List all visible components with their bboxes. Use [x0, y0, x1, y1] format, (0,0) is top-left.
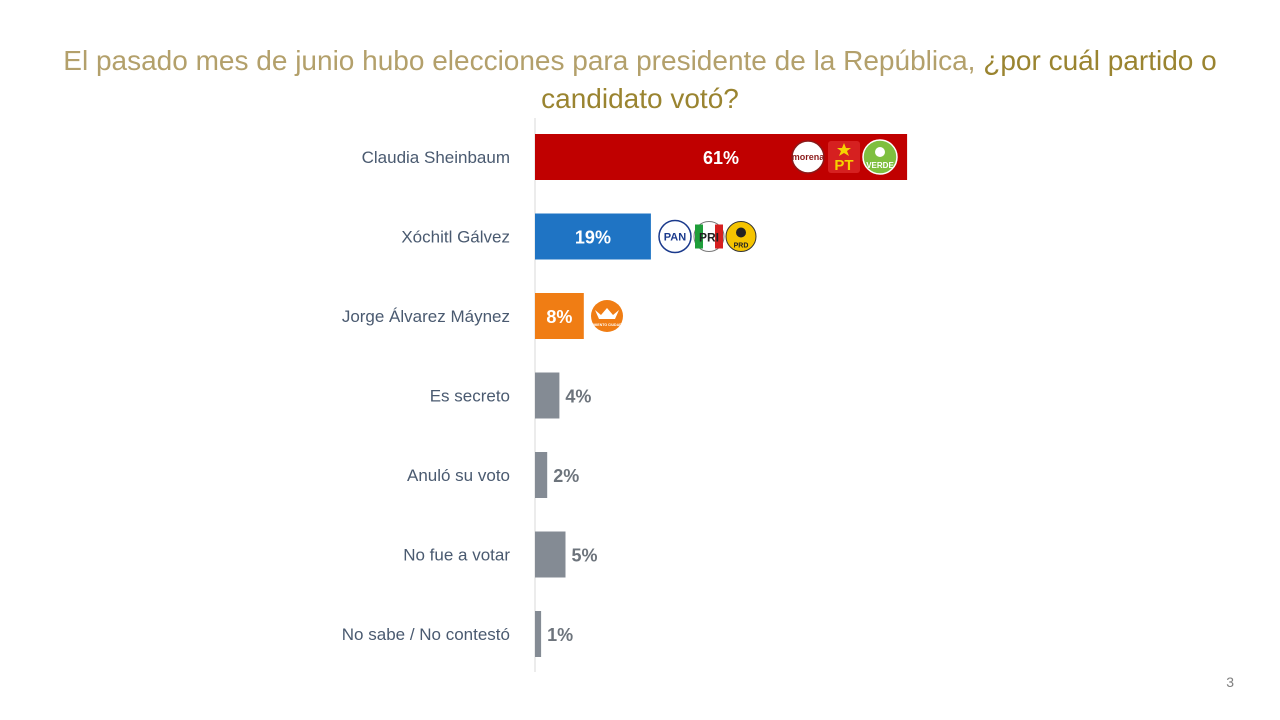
bar: [535, 531, 566, 578]
logo-stripe: [715, 224, 723, 249]
sun-icon: [736, 227, 746, 238]
category-label: No sabe / No contestó: [342, 625, 510, 644]
title-lead: El pasado mes de junio hubo elecciones p…: [63, 45, 984, 76]
logo-circle: [791, 140, 825, 174]
chart-title: El pasado mes de junio hubo elecciones p…: [60, 42, 1220, 118]
data-label: 4%: [565, 387, 591, 407]
movimiento-ciudadano-logo: MOVIMIENTO CIUDADANO: [585, 300, 630, 332]
logo-text: VERDE: [866, 161, 894, 170]
logo-text: PRD: [734, 243, 749, 250]
data-label: 2%: [553, 466, 579, 486]
category-label: Anuló su voto: [407, 466, 510, 485]
logo-text: PT: [834, 157, 853, 174]
category-label: No fue a votar: [403, 546, 510, 565]
category-label: Xóchitl Gálvez: [401, 228, 510, 247]
prd-logo: PRD: [725, 221, 757, 252]
data-label: 61%: [703, 148, 739, 168]
logo-text: PAN: [664, 231, 686, 243]
bar: [535, 293, 584, 339]
logo-text: morena: [792, 152, 826, 162]
star-icon: [837, 143, 851, 156]
verde-logo: VERDE: [862, 139, 898, 175]
logo-circle: [658, 219, 692, 254]
data-label: 19%: [575, 228, 611, 248]
page-number: 3: [1226, 674, 1234, 690]
title-question: ¿por cuál partido o candidato votó?: [541, 45, 1217, 114]
bar: [535, 611, 542, 657]
logo-text: MOVIMIENTO CIUDADANO: [585, 323, 630, 327]
data-label: 5%: [572, 546, 598, 566]
bar: [535, 372, 560, 419]
category-label: Es secreto: [430, 387, 510, 406]
morena-logo: morena: [791, 140, 826, 174]
category-label: Claudia Sheinbaum: [362, 148, 510, 167]
pt-logo: PT: [828, 141, 860, 174]
eagle-icon: [595, 308, 619, 319]
logo-square: [828, 141, 860, 173]
logo-stripe: [695, 224, 703, 249]
pri-logo: PRI: [693, 221, 725, 252]
toucan-icon: [875, 147, 885, 157]
category-label: Jorge Álvarez Máynez: [342, 307, 510, 326]
bar: [535, 213, 651, 260]
pan-logo: PAN: [658, 219, 692, 254]
bar: [535, 452, 548, 498]
data-label: 8%: [546, 307, 572, 327]
logo-text: PRI: [699, 231, 719, 245]
data-label: 1%: [547, 625, 573, 645]
